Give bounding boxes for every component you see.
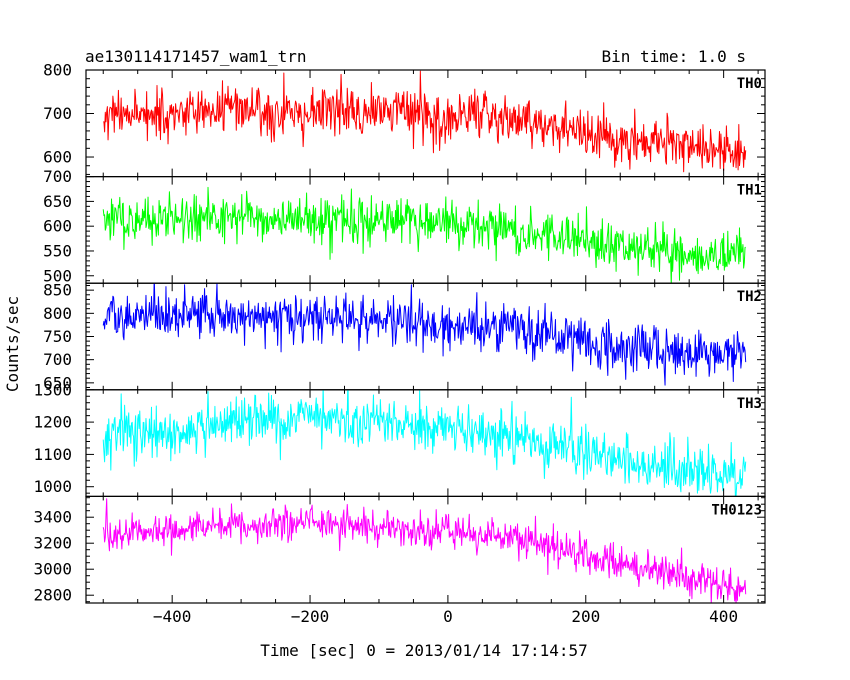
y-tick-label: 700 xyxy=(43,167,72,186)
bin-time-label: Bin time: 1.0 s xyxy=(602,47,747,66)
panels-group: 600700800TH0500550600650700TH16507007508… xyxy=(33,61,766,626)
panel-label-th0123: TH0123 xyxy=(711,502,762,518)
series-line-th0123 xyxy=(102,498,747,603)
series-line-th3 xyxy=(102,389,747,497)
panel-label-th2: TH2 xyxy=(737,289,762,305)
y-tick-label: 500 xyxy=(43,266,72,285)
y-tick-label: 3200 xyxy=(33,534,72,553)
y-tick-label: 800 xyxy=(43,61,72,80)
chart-title: ae130114171457_wam1_trn xyxy=(85,47,307,66)
y-tick-label: 650 xyxy=(43,373,72,392)
y-tick-label: 3400 xyxy=(33,508,72,527)
x-axis-label: Time [sec] 0 = 2013/01/14 17:14:57 xyxy=(260,641,588,660)
y-tick-label: 3000 xyxy=(33,560,72,579)
x-tick-label: −200 xyxy=(291,607,330,626)
x-tick-label: 400 xyxy=(709,607,738,626)
panel-label-th1: TH1 xyxy=(737,183,762,199)
series-line-th1 xyxy=(102,186,746,284)
y-tick-label: 2800 xyxy=(33,586,72,605)
panel-th2: 650 700 750 800 850 TH2 xyxy=(43,281,766,392)
y-tick-label: 700 xyxy=(43,350,72,369)
y-tick-label: 700 xyxy=(43,104,72,123)
y-tick-label: 550 xyxy=(43,241,72,260)
y-tick-label: 1100 xyxy=(33,445,72,464)
y-tick-label: 800 xyxy=(43,304,72,323)
panel-th1: 500 550 600 650 700 TH1 xyxy=(43,167,766,285)
panel-label-th3: TH3 xyxy=(737,396,762,412)
panel-th3: 1000 1100 1200 1300 TH3 xyxy=(33,380,766,497)
panel-th0123: 2800 3000 3200 3400 TH0123 −400 −200 0 200 400 xyxy=(33,495,766,626)
series-line-th2 xyxy=(102,283,747,386)
x-tick-label: −400 xyxy=(153,607,192,626)
x-tick-label: 200 xyxy=(571,607,600,626)
y-tick-label: 650 xyxy=(43,192,72,211)
y-axis-label: Counts/sec xyxy=(3,296,22,392)
series-line-th0 xyxy=(103,70,747,173)
x-tick-label: 0 xyxy=(443,607,453,626)
y-tick-label: 1200 xyxy=(33,413,72,432)
y-tick-label: 1000 xyxy=(33,477,72,496)
y-tick-label: 1300 xyxy=(33,380,72,399)
panel-label-th0: TH0 xyxy=(737,76,762,92)
y-tick-label: 600 xyxy=(43,217,72,236)
y-tick-label: 750 xyxy=(43,327,72,346)
panel-th0: 600 700 800 TH0 xyxy=(43,61,766,178)
panel-frame xyxy=(85,282,766,391)
y-tick-label: 850 xyxy=(43,281,72,300)
y-tick-label: 600 xyxy=(43,148,72,167)
